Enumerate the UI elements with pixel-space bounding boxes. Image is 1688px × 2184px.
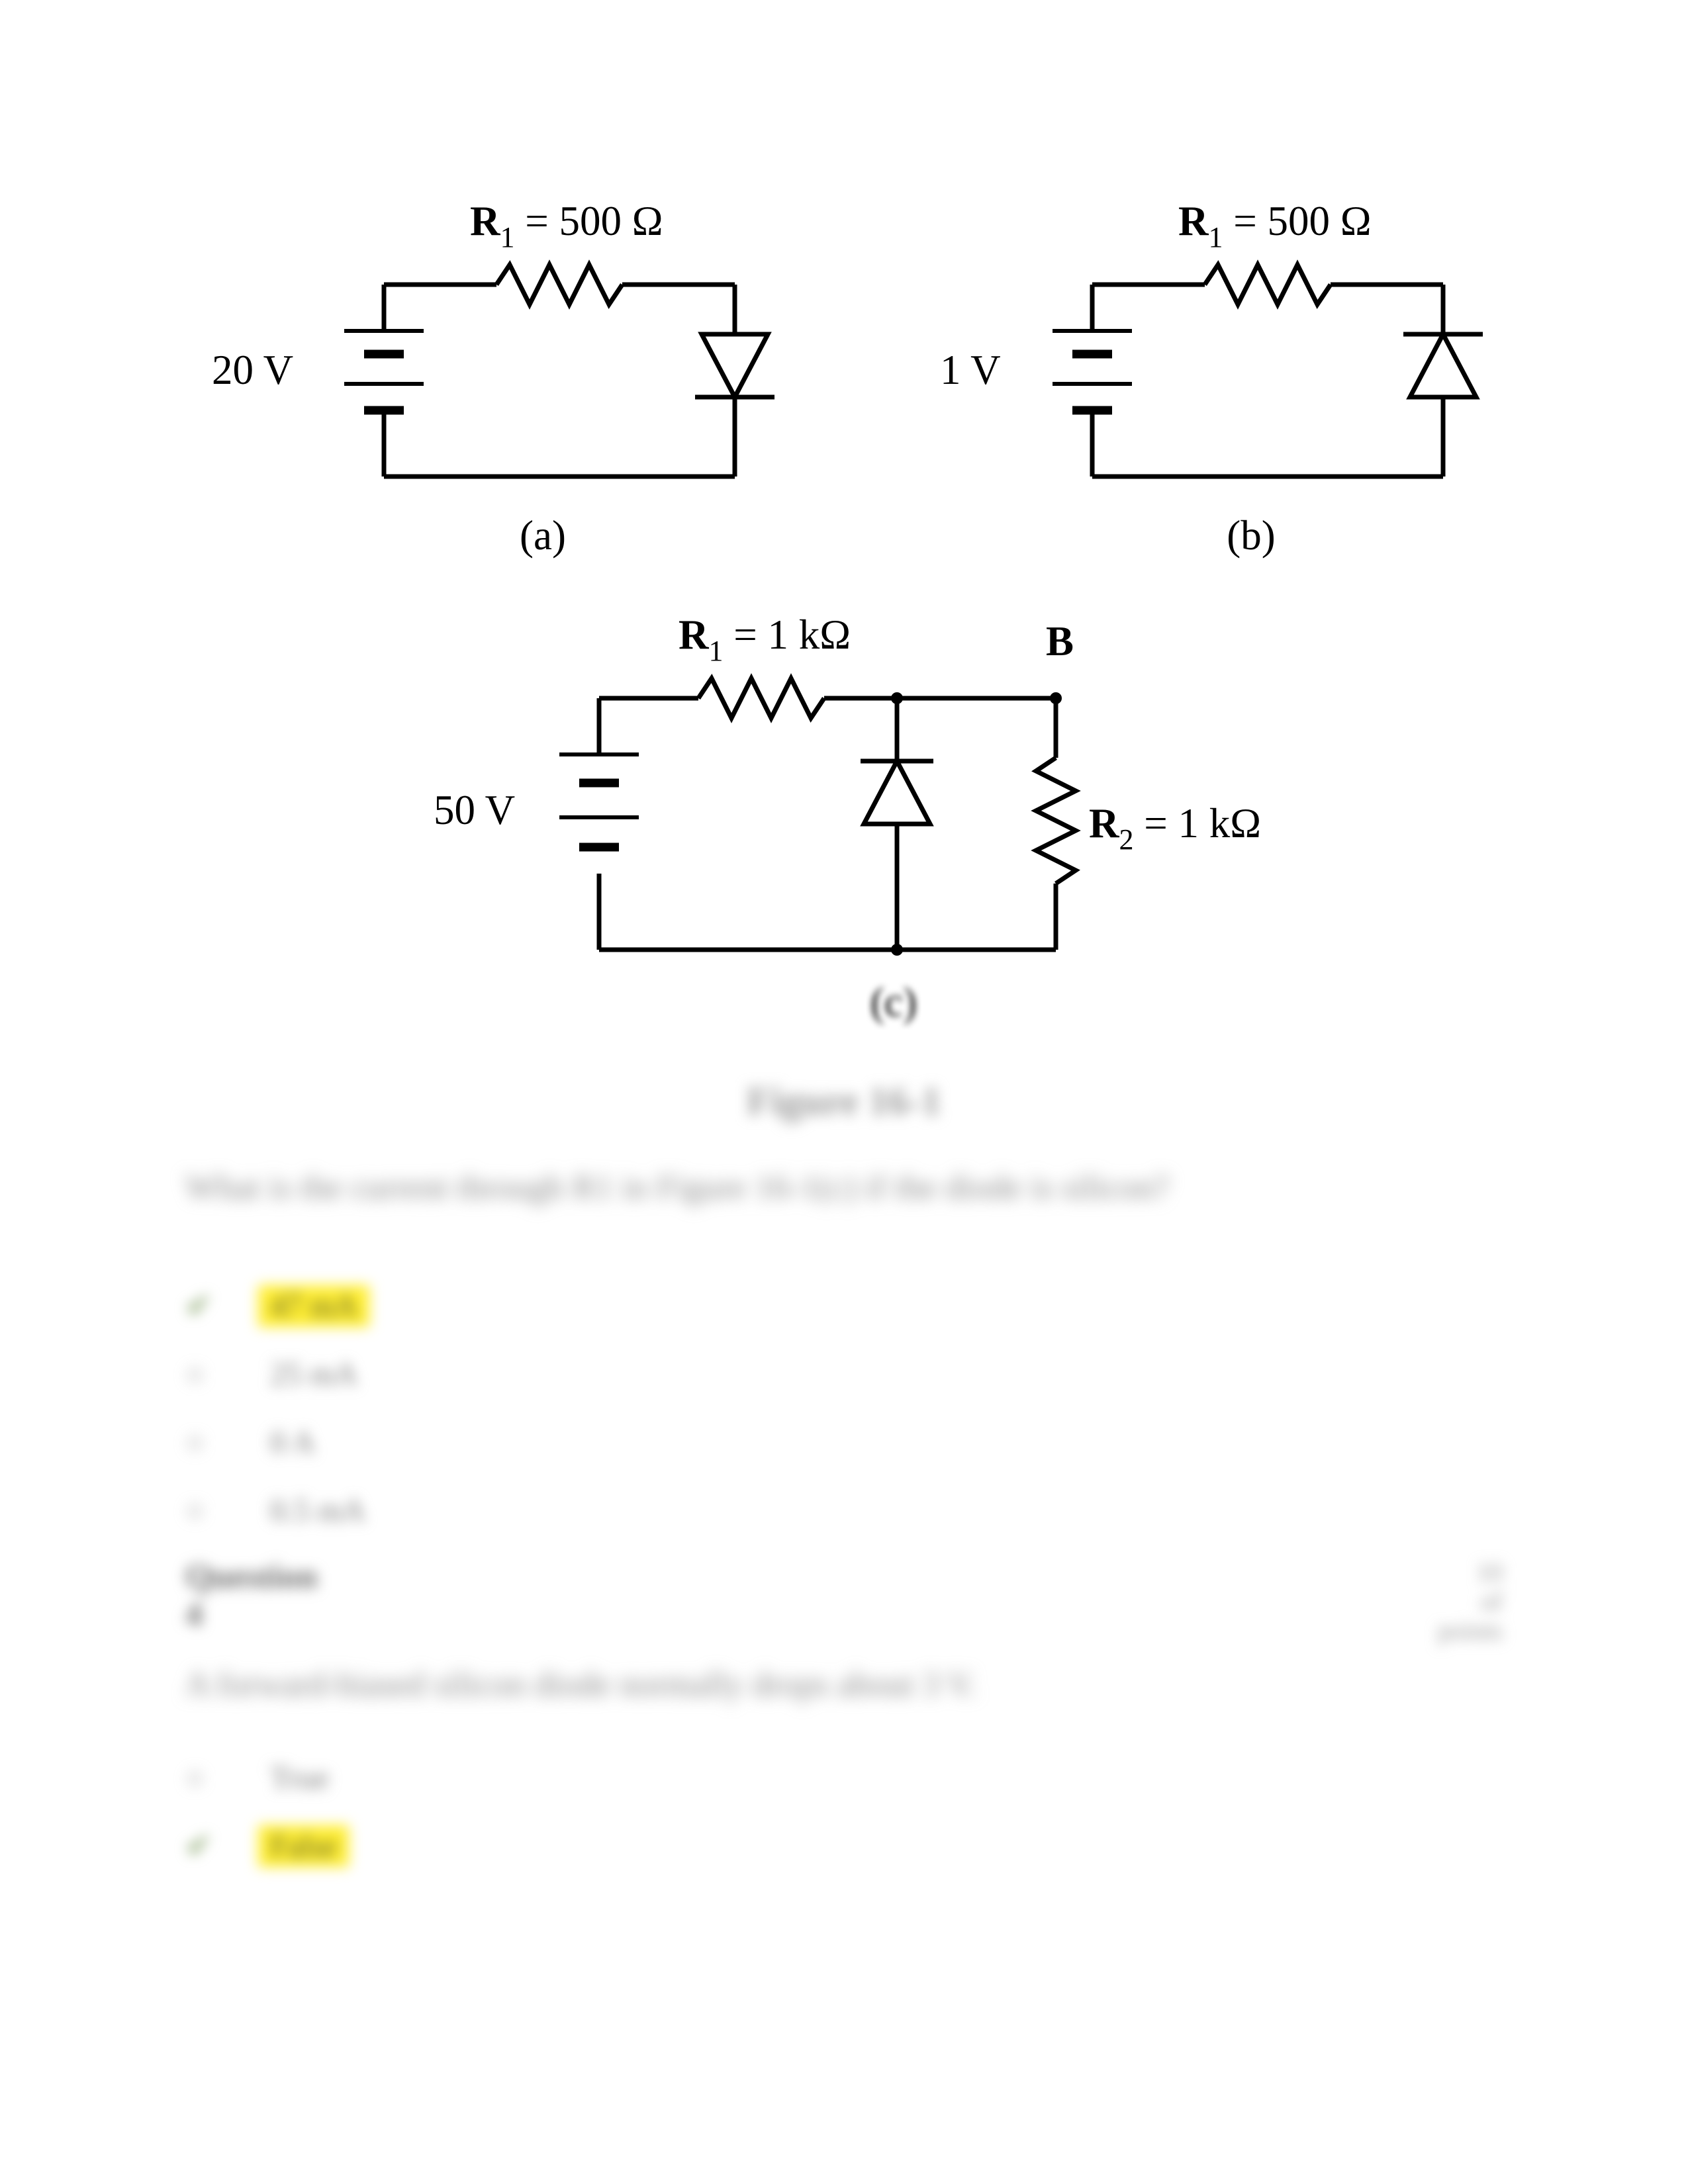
question-header: Question 4 10 of points: [185, 1558, 1503, 1645]
figure-title: Figure 16-1: [185, 1079, 1503, 1124]
circuit-b-sublabel: (b): [1227, 512, 1275, 559]
answers2: ○ True ✔ False: [185, 1757, 1503, 1867]
circuit-b-svg: R1 = 500 Ω 1 V (b): [894, 199, 1503, 569]
circuit-b: R1 = 500 Ω 1 V (b): [894, 199, 1503, 572]
circuit-c-r1-label: R1 = 1 kΩ: [679, 612, 851, 667]
question-number-label: Question 4: [185, 1558, 317, 1633]
answer-marker-circle-icon: ○: [185, 1492, 258, 1529]
answer-text: 0.5 mA: [258, 1490, 377, 1531]
question1-text: What is the current through R1 in Figure…: [185, 1164, 1503, 1212]
answer-text: True: [258, 1757, 341, 1799]
points-label: 10 of points: [1438, 1558, 1503, 1645]
answer-marker-circle-icon: ○: [185, 1424, 258, 1461]
circuit-a: R1 = 500 Ω: [185, 199, 794, 572]
page: R1 = 500 Ω: [0, 0, 1688, 2026]
answer-text: 25 mA: [258, 1353, 369, 1395]
circuit-a-r1-label: R1 = 500 Ω: [470, 199, 663, 253]
answer-row: ○ 25 mA: [185, 1353, 1503, 1395]
circuit-b-r1-label: R1 = 500 Ω: [1178, 199, 1372, 253]
answer-marker-check-icon: ✔: [185, 1827, 258, 1864]
circuit-a-voltage-label: 20 V: [212, 347, 293, 393]
circuit-c-sublabel: (c): [870, 979, 917, 1025]
answer-text: 0 A: [258, 1422, 327, 1463]
answer-row: ✔ 47 mA: [185, 1285, 1503, 1327]
circuits-row-ab: R1 = 500 Ω: [185, 199, 1503, 572]
circuit-c-voltage-label: 50 V: [434, 787, 515, 833]
question2-text: A forward-biased silicon diode normally …: [185, 1665, 1503, 1704]
answer-row: ○ 0.5 mA: [185, 1490, 1503, 1531]
answer-text: False: [258, 1825, 349, 1867]
circuit-b-voltage-label: 1 V: [940, 347, 1001, 393]
circuit-c: R1 = 1 kΩ B R2 = 1 kΩ: [420, 612, 1268, 1052]
answer-row: ○ 0 A: [185, 1422, 1503, 1463]
answer-marker-circle-icon: ○: [185, 1356, 258, 1392]
answer-marker-check-icon: ✔: [185, 1287, 258, 1324]
circuit-c-node-b-label: B: [1046, 618, 1074, 664]
circuit-c-svg: R1 = 1 kΩ B R2 = 1 kΩ: [420, 612, 1268, 1049]
answer-text: 47 mA: [258, 1285, 369, 1327]
circuit-a-sublabel: (a): [520, 512, 566, 559]
answer-marker-circle-icon: ○: [185, 1760, 258, 1796]
answers1: ✔ 47 mA ○ 25 mA ○ 0 A ○ 0.5 mA: [185, 1285, 1503, 1531]
answer-row: ○ True: [185, 1757, 1503, 1799]
circuit-c-r2-label: R2 = 1 kΩ: [1089, 800, 1261, 856]
answer-row: ✔ False: [185, 1825, 1503, 1867]
circuit-a-svg: R1 = 500 Ω: [185, 199, 794, 569]
